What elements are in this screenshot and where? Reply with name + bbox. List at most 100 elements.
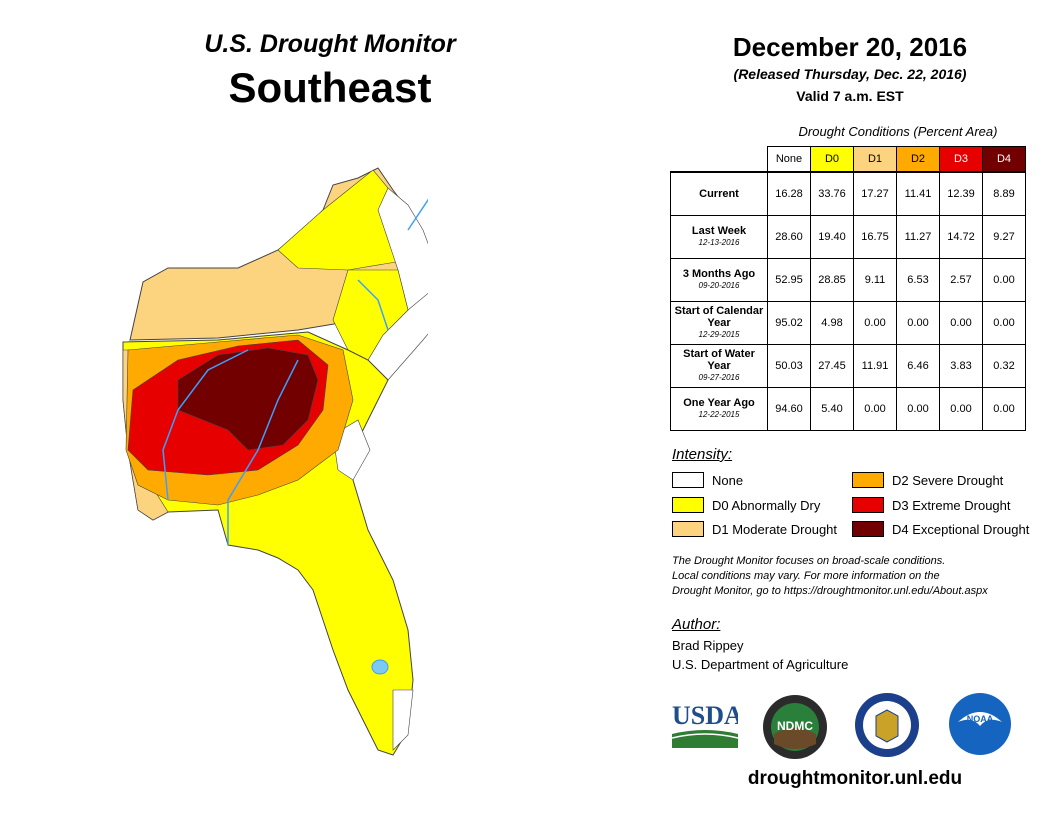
table-row: Start of Water Year 09-27-2016 50.03 27.4… <box>670 344 1026 388</box>
cell-value: 0.00 <box>982 387 1026 431</box>
table-row: One Year Ago 12-22-2015 94.60 5.40 0.00 0… <box>670 387 1026 431</box>
cell-value: 0.00 <box>982 258 1026 302</box>
commerce-seal <box>854 692 920 758</box>
legend-swatch <box>672 497 704 513</box>
legend-item: None <box>672 472 743 488</box>
note-line: The Drought Monitor focuses on broad-sca… <box>672 555 946 567</box>
cell-value: 9.11 <box>853 258 897 302</box>
row-label: Current <box>670 171 768 216</box>
cell-value: 0.00 <box>896 301 940 345</box>
cell-value: 28.85 <box>810 258 854 302</box>
cell-value: 6.53 <box>896 258 940 302</box>
river <box>407 198 428 231</box>
website-url[interactable]: droughtmonitor.unl.edu <box>747 768 963 789</box>
author-name: Brad Rippey <box>672 638 744 653</box>
cell-value: 0.00 <box>939 387 983 431</box>
legend-label: D4 Exceptional Drought <box>892 521 1030 537</box>
cell-value: 0.00 <box>853 387 897 431</box>
usda-logo: USDA <box>671 700 743 750</box>
d4-region <box>177 347 319 451</box>
legend-swatch <box>672 472 704 488</box>
legend-item: D4 Exceptional Drought <box>852 521 1029 537</box>
cell-value: 50.03 <box>767 344 811 388</box>
usda-logo-text: USDA <box>672 701 738 730</box>
cell-value: 27.45 <box>810 344 854 388</box>
river <box>357 279 389 331</box>
author-label: Author: <box>672 616 721 633</box>
row-label: 3 Months Ago 09-20-2016 <box>670 258 768 302</box>
cell-value: 0.00 <box>982 301 1026 345</box>
table-row: Start of Calendar Year 12-29-2015 95.02 4… <box>670 301 1026 345</box>
lake-okeechobee <box>371 659 389 675</box>
table-row: Last Week 12-13-2016 28.60 19.40 16.75 11… <box>670 215 1026 259</box>
cell-value: 5.40 <box>810 387 854 431</box>
cell-value: 16.28 <box>767 171 811 216</box>
cell-value: 6.46 <box>896 344 940 388</box>
row-label: Start of Calendar Year 12-29-2015 <box>670 301 768 345</box>
legend-title: Intensity: <box>672 446 733 463</box>
river <box>227 359 299 545</box>
cell-value: 0.00 <box>896 387 940 431</box>
river <box>162 349 249 501</box>
table-row: Current 16.28 33.76 17.27 11.41 12.39 8.… <box>670 171 1026 216</box>
cell-value: 11.41 <box>896 171 940 216</box>
disclaimer-note: The Drought Monitor focuses on broad-sca… <box>672 554 1052 599</box>
cell-value: 95.02 <box>767 301 811 345</box>
cell-value: 0.00 <box>939 301 983 345</box>
cell-value: 28.60 <box>767 215 811 259</box>
noaa-logo: NOAA <box>948 692 1012 756</box>
legend-label: D2 Severe Drought <box>892 472 1004 488</box>
florida-none <box>392 689 414 751</box>
table-corner <box>671 147 768 173</box>
cell-value: 14.72 <box>939 215 983 259</box>
cell-value: 94.60 <box>767 387 811 431</box>
legend-swatch <box>672 521 704 537</box>
nc-d0 <box>332 269 409 361</box>
col-header-d0: D0 <box>810 146 854 173</box>
noaa-logo-text: NOAA <box>967 714 994 724</box>
row-label: Start of Water Year 09-27-2016 <box>670 344 768 388</box>
cell-value: 19.40 <box>810 215 854 259</box>
legend-label: None <box>712 472 744 488</box>
cell-value: 16.75 <box>853 215 897 259</box>
cell-value: 11.27 <box>896 215 940 259</box>
row-label: One Year Ago 12-22-2015 <box>670 387 768 431</box>
cell-value: 33.76 <box>810 171 854 216</box>
legend-item: D2 Severe Drought <box>852 472 1003 488</box>
cell-value: 2.57 <box>939 258 983 302</box>
cell-value: 9.27 <box>982 215 1026 259</box>
cell-value: 4.98 <box>810 301 854 345</box>
legend-label: D0 Abnormally Dry <box>712 497 821 513</box>
author-org: U.S. Department of Agriculture <box>672 657 849 672</box>
legend-swatch <box>852 521 884 537</box>
conditions-title: Drought Conditions (Percent Area) <box>798 124 998 139</box>
ndmc-logo: NDMC <box>762 694 828 760</box>
col-header-none: None <box>767 146 811 173</box>
cell-value: 8.89 <box>982 171 1026 216</box>
table-row: 3 Months Ago 09-20-2016 52.95 28.85 9.11 … <box>670 258 1026 302</box>
drought-conditions-table: None D0 D1 D2 D3 D4 Current 16.28 33.76 … <box>670 146 1026 431</box>
southeast-drought-map <box>122 167 428 756</box>
cell-value: 0.00 <box>853 301 897 345</box>
legend-swatch <box>852 472 884 488</box>
legend-label: D1 Moderate Drought <box>712 521 838 537</box>
map-subtitle: U.S. Drought Monitor <box>204 30 456 58</box>
note-line: Local conditions may vary. For more info… <box>672 570 940 582</box>
col-header-d1: D1 <box>853 146 897 173</box>
legend-item: D3 Extreme Drought <box>852 497 1011 513</box>
legend-label: D3 Extreme Drought <box>892 497 1011 513</box>
col-header-d2: D2 <box>896 146 940 173</box>
row-label: Last Week 12-13-2016 <box>670 215 768 259</box>
valid-time: Valid 7 a.m. EST <box>796 88 904 104</box>
note-line: Drought Monitor, go to https://droughtmo… <box>672 585 988 597</box>
legend-swatch <box>852 497 884 513</box>
cell-value: 12.39 <box>939 171 983 216</box>
map-date: December 20, 2016 <box>732 32 968 62</box>
cell-value: 3.83 <box>939 344 983 388</box>
legend-item: D1 Moderate Drought <box>672 521 837 537</box>
cell-value: 52.95 <box>767 258 811 302</box>
legend-item: D0 Abnormally Dry <box>672 497 820 513</box>
map-title: Southeast <box>228 64 432 111</box>
col-header-d4: D4 <box>982 146 1026 173</box>
col-header-d3: D3 <box>939 146 983 173</box>
